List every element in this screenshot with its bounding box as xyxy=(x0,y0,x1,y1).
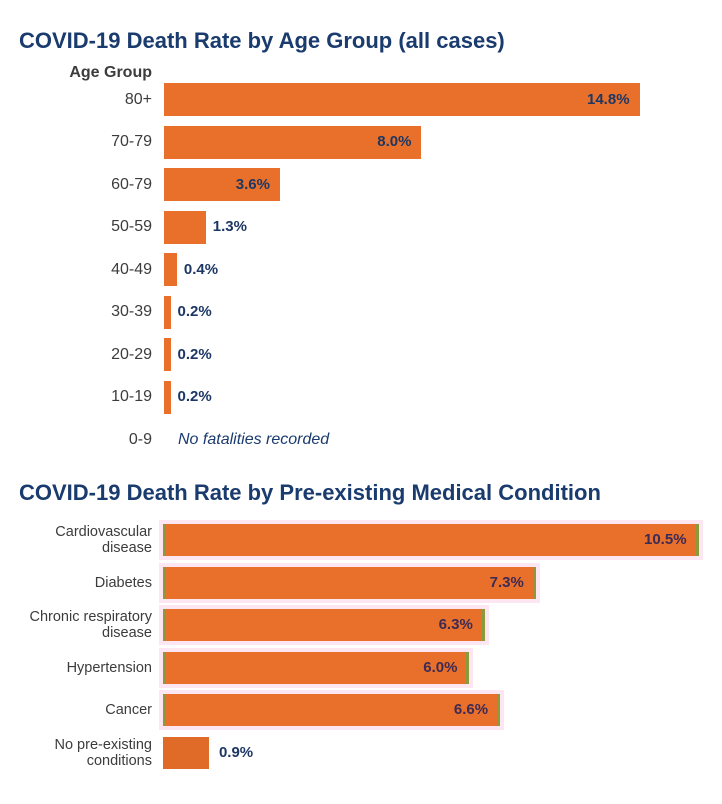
age-bar xyxy=(164,380,171,414)
age-bar xyxy=(164,83,640,116)
condition-category-label: Chronic respiratory disease xyxy=(0,609,153,641)
age-category-label: 70-79 xyxy=(111,133,152,150)
condition-chart-title: COVID-19 Death Rate by Pre-existing Medi… xyxy=(19,480,601,505)
condition-value-label: 10.5% xyxy=(644,531,687,548)
age-axis-header: Age Group xyxy=(69,64,152,81)
age-value-label: 1.3% xyxy=(212,218,247,235)
age-category-label: 50-59 xyxy=(111,218,152,235)
age-value-label: 0.2% xyxy=(177,303,212,320)
condition-label-line: Chronic respiratory xyxy=(29,609,153,625)
age-category-label: 40-49 xyxy=(111,260,152,278)
condition-category-label: Hypertension xyxy=(0,660,152,676)
condition-value-label: 6.3% xyxy=(438,616,473,633)
age-value-label: 0.2% xyxy=(177,345,212,363)
condition-bar xyxy=(163,566,536,599)
age-value-label: 3.6% xyxy=(235,175,270,193)
condition-value-label: 0.9% xyxy=(218,743,254,761)
condition-category-label: Cardiovascular disease xyxy=(0,524,152,556)
condition-value-label: 7.3% xyxy=(489,573,524,591)
age-category-label: 20-29 xyxy=(111,345,152,363)
age-category-label: 10-19 xyxy=(111,388,152,405)
condition-label-line: Hypertension xyxy=(66,659,152,676)
age-category-label: 60-79 xyxy=(111,175,152,193)
age-bar xyxy=(164,210,206,244)
condition-label-line: conditions xyxy=(86,752,152,769)
condition-bar xyxy=(163,609,485,641)
condition-bar xyxy=(163,524,699,556)
condition-label-line: disease xyxy=(102,540,152,556)
age-chart-title: COVID-19 Death Rate by Age Group (all ca… xyxy=(19,28,505,53)
age-bar xyxy=(164,168,280,201)
condition-value-label: 6.0% xyxy=(423,658,458,676)
condition-label-line: Diabetes xyxy=(94,574,152,591)
age-category-label: 30-39 xyxy=(111,303,152,320)
condition-value-label: 6.6% xyxy=(453,701,489,718)
condition-label-line: No pre-existing xyxy=(54,736,152,753)
condition-bar xyxy=(163,651,470,684)
age-bar xyxy=(164,125,422,159)
age-value-label: 0.4% xyxy=(183,260,219,278)
age-bar xyxy=(164,338,171,371)
condition-label-line: Cancer xyxy=(105,702,152,718)
age-bar xyxy=(164,295,171,329)
condition-bar xyxy=(163,736,209,769)
age-bar xyxy=(164,253,177,286)
condition-label-line: disease xyxy=(102,625,152,641)
condition-bar xyxy=(163,694,500,726)
condition-category-label: Cancer xyxy=(0,702,152,718)
condition-category-label: No pre-existing conditions xyxy=(0,737,152,769)
age-value-label: 0.2% xyxy=(177,388,212,405)
age-value-label: 14.8% xyxy=(587,90,630,108)
age-category-label: 0-9 xyxy=(128,430,152,448)
age-value-label: 8.0% xyxy=(377,133,412,150)
condition-category-label: Diabetes xyxy=(0,575,152,591)
no-fatalities-note: No fatalities recorded xyxy=(178,430,330,448)
age-category-label: 80+ xyxy=(124,90,152,108)
condition-label-line: Cardiovascular xyxy=(55,524,152,540)
